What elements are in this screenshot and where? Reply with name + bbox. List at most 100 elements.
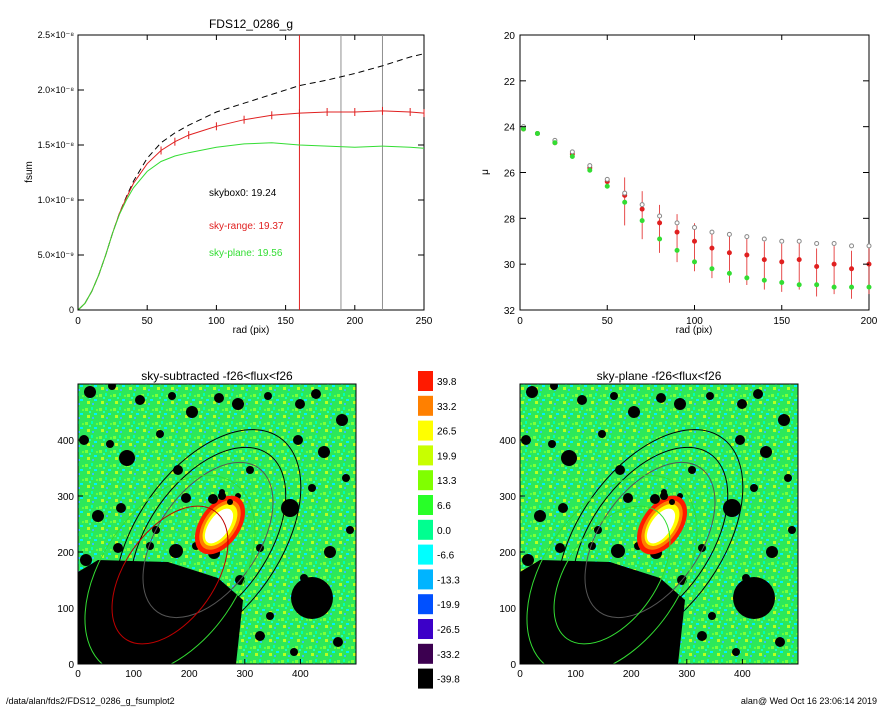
colorbar-label: -39.8 [437,675,460,686]
mu-data-point [744,234,750,240]
y-tick-label: 1.5×10⁻⁸ [38,140,75,150]
mu-data-point [692,259,697,265]
colorbar-label: -19.9 [437,600,460,611]
fsum-plot-frame [77,34,425,311]
x-tick-label: 0 [517,316,523,327]
colorbar-swatch [418,594,433,615]
mu-series [520,124,872,299]
x-tick-label: 0 [75,669,81,680]
x-tick-label: 200 [346,316,363,327]
mu-data-point [674,247,680,253]
colorbar-swatch [418,569,433,590]
mu-data-point [814,282,820,288]
mu-data-point [831,241,837,247]
fsum-y-axis-label: fsum [24,161,35,183]
y-tick-label: 1.0×10⁻⁸ [38,195,75,205]
mu-data-point [709,229,715,235]
fsum-series-line [77,142,425,311]
sky-subtracted-image [78,384,356,664]
colorbar: 39.8 33.2 26.5 19.9 13.3 6.6 0.0 -6.6 -13.3 -19.9… [418,371,460,689]
mu-data-point [692,225,697,230]
fsum-series [77,53,425,311]
colorbar-swatch [418,544,433,565]
colorbar-label: -33.2 [437,650,460,661]
aperture-ellipses [526,429,744,664]
footer-timestamp: alan@ Wed Oct 16 23:06:14 2019 [740,696,877,706]
mu-x-ticks: 0 50 100 150 200 [517,35,878,327]
x-tick-label: 200 [623,669,640,680]
mu-data-point [622,199,628,205]
mu-data-point [674,229,680,235]
y-tick-label: 0 [68,660,74,671]
galaxy-core [194,492,246,555]
mu-data-point [726,270,732,276]
fsum-series-line [77,110,425,311]
mu-data-point [814,263,820,269]
sky-subtracted-title: sky-subtracted -f26<flux<f26 [141,369,293,383]
mu-data-point [622,190,628,196]
y-tick-label: 100 [57,604,74,615]
mu-data-point [849,243,855,249]
y-tick-label: 26 [504,169,516,180]
y-tick-label: 22 [504,77,516,88]
fsum-y-ticks: 0 5.0×10⁻⁹ 1.0×10⁻⁸ 1.5×10⁻⁸ 2.0×10⁻⁸ 2.5×10⁻… [38,30,424,315]
mu-data-point [796,257,802,263]
fsum-series-line [77,53,425,311]
colorbar-swatch [418,445,433,466]
sky-plane-title: sky-plane -f26<flux<f26 [597,369,722,383]
masked-sources [78,384,354,664]
fsum-chart-title: FDS12_0286_g [209,17,293,31]
x-tick-label: 100 [125,669,142,680]
mu-data-point [604,176,610,182]
x-tick-label: 0 [517,669,523,680]
mu-data-point [639,206,645,212]
fsum-x-axis-label: rad (pix) [233,325,270,336]
colorbar-swatch [418,495,433,515]
sky-plane-x-ticks: 0 100 200 300 400 [517,659,751,680]
mu-data-point [692,238,697,244]
mu-data-point [849,284,855,290]
x-tick-label: 400 [734,669,751,680]
mu-data-point [534,131,540,137]
y-tick-label: 0 [69,305,74,315]
mu-panel: 0 50 100 150 200 20 22 24 26 28 30 32 rad (pix) μ [480,31,878,336]
y-tick-label: 24 [504,123,516,134]
mu-data-point [761,236,767,242]
mu-data-point [814,241,820,247]
mu-data-point [726,250,732,256]
y-tick-label: 28 [504,214,516,225]
mu-x-axis-label: rad (pix) [676,325,713,336]
x-tick-label: 150 [773,316,790,327]
x-tick-label: 100 [686,316,703,327]
fsum-panel: FDS12_0286_g 0 50 100 150 200 250 0 5.0×10⁻⁹ 1.… [24,17,433,336]
y-tick-label: 32 [504,306,516,317]
radius-marker-lines [298,35,383,310]
x-tick-label: 300 [678,669,695,680]
sky-plane-frame [519,383,799,665]
x-tick-label: 400 [292,669,309,680]
mu-data-point [831,284,837,290]
mu-data-point [779,259,785,265]
sky-subtracted-image-panel: sky-subtracted -f26<flux<f26 [57,369,357,680]
x-tick-label: 0 [75,316,81,327]
sky-plane-y-ticks: 0 100 200 300 400 [499,436,525,671]
colorbar-label: 33.2 [437,402,457,413]
mu-data-point [726,231,732,237]
y-tick-label: 30 [504,260,516,271]
mu-data-point [657,220,663,226]
galaxy-core [636,492,688,555]
mu-data-point [552,140,558,146]
y-tick-label: 200 [499,548,516,559]
sky-plane-image [520,384,798,664]
mu-data-point [604,183,610,189]
x-tick-label: 50 [602,316,614,327]
mu-data-point [761,277,767,283]
sky-subtracted-frame [77,383,357,665]
colorbar-label: -6.6 [437,551,455,562]
y-tick-label: 0 [510,660,516,671]
mu-data-point [569,149,575,155]
fsum-x-ticks: 0 50 100 150 200 250 [75,35,433,327]
mu-data-point [744,252,750,258]
